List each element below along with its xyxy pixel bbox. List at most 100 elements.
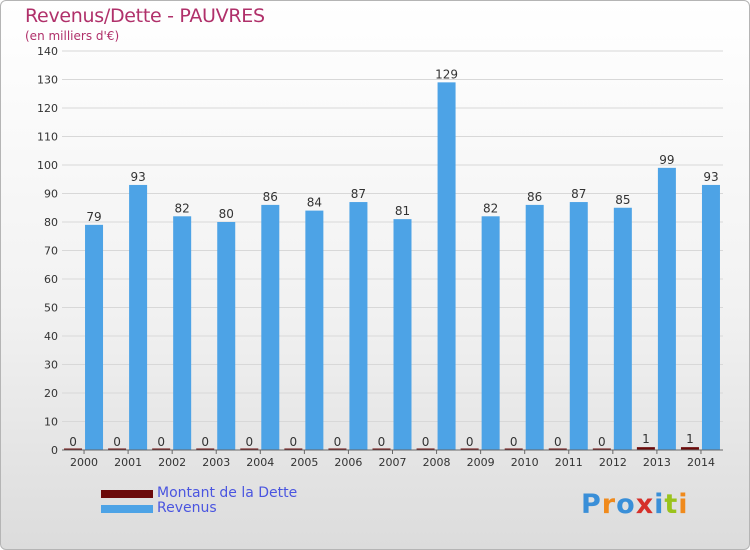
label-revenus-2005: 84	[307, 196, 322, 210]
bar-dette-2005	[284, 448, 303, 450]
x-tick-label-2010: 2010	[511, 456, 539, 469]
bar-revenus-2009	[481, 216, 500, 450]
label-dette-2008: 0	[422, 435, 430, 449]
x-tick-label-2005: 2005	[290, 456, 318, 469]
label-revenus-2003: 80	[219, 207, 234, 221]
label-dette-2007: 0	[378, 435, 386, 449]
x-tick-label-2003: 2003	[202, 456, 230, 469]
x-tick-label-2011: 2011	[555, 456, 583, 469]
bar-revenus-2006	[349, 202, 368, 450]
label-revenus-2014: 93	[703, 170, 718, 184]
y-tick-label-80: 80	[44, 216, 58, 229]
chart-subtitle: (en milliers d'€)	[25, 29, 120, 43]
label-revenus-2011: 87	[571, 187, 586, 201]
bar-dette-2011	[548, 448, 567, 450]
label-revenus-2001: 93	[130, 170, 145, 184]
bar-dette-2007	[372, 448, 391, 450]
bar-revenus-2005	[305, 210, 324, 450]
label-revenus-2002: 82	[175, 201, 190, 215]
y-tick-label-110: 110	[37, 131, 58, 144]
bar-dette-2001	[108, 448, 127, 450]
y-tick-label-90: 90	[44, 188, 58, 201]
label-revenus-2010: 86	[527, 190, 542, 204]
label-dette-2005: 0	[290, 435, 298, 449]
bar-revenus-2014	[701, 184, 720, 450]
bar-revenus-2001	[129, 184, 148, 450]
y-tick-label-140: 140	[37, 45, 58, 58]
logo-letter-4: i	[654, 489, 665, 520]
bar-revenus-2004	[261, 204, 280, 450]
label-dette-2002: 0	[157, 435, 165, 449]
x-tick-label-2000: 2000	[70, 456, 98, 469]
bar-dette-2004	[240, 448, 259, 450]
label-revenus-2000: 79	[86, 210, 101, 224]
bar-dette-2002	[152, 448, 171, 450]
label-revenus-2008: 129	[435, 67, 458, 81]
label-dette-2009: 0	[466, 435, 474, 449]
y-tick-label-20: 20	[44, 387, 58, 400]
proxiti-logo: Proxiti	[581, 489, 689, 520]
logo-letter-2: o	[616, 489, 636, 520]
x-tick-label-2014: 2014	[687, 456, 715, 469]
label-dette-2014: 1	[686, 432, 694, 446]
label-dette-2004: 0	[245, 435, 253, 449]
x-tick-label-2004: 2004	[246, 456, 274, 469]
bar-dette-2009	[460, 448, 479, 450]
x-axis-ticks: 2000 2001 2002 2003 2004 2005 2006 2007 2008 2009…	[70, 450, 715, 469]
bar-revenus-2013	[657, 167, 676, 450]
y-tick-label-100: 100	[37, 159, 58, 172]
x-tick-label-2001: 2001	[114, 456, 142, 469]
y-tick-label-60: 60	[44, 273, 58, 286]
legend-swatch-dette	[101, 490, 153, 498]
bar-revenus-2010	[525, 204, 544, 450]
bar-dette-2014	[680, 447, 699, 450]
logo-letter-5: t	[664, 489, 679, 520]
bar-dette-2006	[328, 448, 347, 450]
bar-revenus-2012	[613, 207, 632, 450]
y-tick-label-50: 50	[44, 302, 58, 315]
y-axis-ticks: 0 10 20 30 40 50 60 70 80 90 100 110 120 130 140	[37, 45, 58, 457]
label-dette-2011: 0	[554, 435, 562, 449]
bar-dette-2003	[196, 448, 215, 450]
logo-letter-6: i	[678, 489, 689, 520]
label-revenus-2004: 86	[263, 190, 278, 204]
label-revenus-2013: 99	[659, 153, 674, 167]
bar-dette-2010	[504, 448, 523, 450]
bar-revenus-2002	[173, 216, 192, 450]
bar-revenus-2000	[85, 224, 104, 450]
bar-dette-2012	[592, 448, 611, 450]
label-dette-2012: 0	[598, 435, 606, 449]
y-tick-label-10: 10	[44, 416, 58, 429]
label-revenus-2006: 87	[351, 187, 366, 201]
label-revenus-2009: 82	[483, 201, 498, 215]
x-tick-label-2012: 2012	[599, 456, 627, 469]
bar-revenus-2003	[217, 222, 236, 450]
logo-letter-3: x	[635, 489, 655, 520]
bar-revenus-2007	[393, 219, 412, 450]
y-tick-label-130: 130	[37, 74, 58, 87]
logo-letter-1: r	[601, 489, 617, 520]
label-dette-2006: 0	[334, 435, 342, 449]
label-dette-2003: 0	[201, 435, 209, 449]
y-tick-label-0: 0	[51, 444, 58, 457]
x-tick-label-2006: 2006	[334, 456, 362, 469]
x-tick-label-2002: 2002	[158, 456, 186, 469]
label-dette-2001: 0	[113, 435, 121, 449]
chart-title: Revenus/Dette - PAUVRES	[25, 5, 265, 27]
label-dette-2010: 0	[510, 435, 518, 449]
bar-dette-2013	[636, 447, 655, 450]
bar-dette-2000	[64, 448, 83, 450]
legend-swatch-revenus	[101, 505, 153, 513]
x-tick-label-2008: 2008	[423, 456, 451, 469]
label-dette-2013: 1	[642, 432, 650, 446]
bar-revenus-2011	[569, 202, 588, 450]
x-tick-label-2013: 2013	[643, 456, 671, 469]
bar-dette-2008	[416, 448, 435, 450]
y-tick-label-70: 70	[44, 245, 58, 258]
bar-revenus-2008	[437, 82, 456, 450]
logo-letter-0: P	[581, 489, 602, 520]
bars: 0 79 0 93 0 82 0 80 0 86 0 84 0 87 0 81 0 129 0 82 0 86 0 87 0 85…	[64, 67, 720, 450]
label-revenus-2012: 85	[615, 193, 630, 207]
